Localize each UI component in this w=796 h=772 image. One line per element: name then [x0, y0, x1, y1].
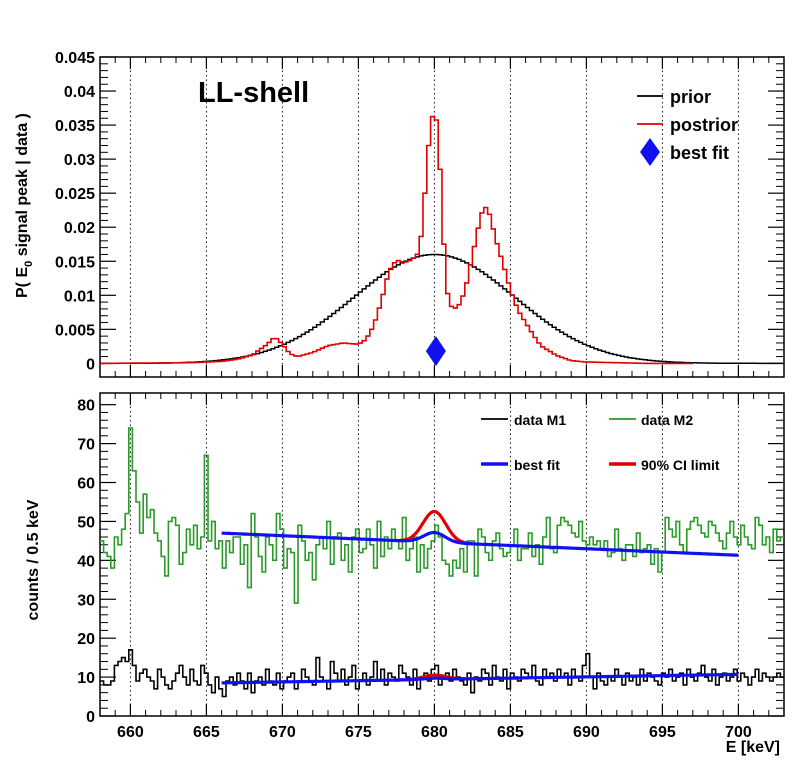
data-m1-histogram — [100, 649, 784, 698]
bottom-x-ticks: 660 665 670 675 680 685 690 695 700 — [99, 393, 785, 741]
bottom-y-tick-label-4: 40 — [77, 553, 95, 570]
posterior-histogram — [100, 115, 693, 365]
bottom-y-axis-label: counts / 0.5 keV — [25, 499, 42, 620]
top-y-tick-label-7: 0.035 — [55, 118, 95, 135]
bottom-x-tick-label-660: 660 — [117, 724, 144, 741]
top-y-tick-label-9: 0.045 — [55, 50, 95, 67]
bottom-y-tick-label-3: 30 — [77, 592, 95, 609]
legend-posterior-label: postrior — [670, 115, 738, 135]
bottom-y-tick-label-0: 0 — [86, 709, 95, 726]
x-axis-label: E [keV] — [726, 739, 780, 756]
bottom-series-group — [100, 427, 784, 698]
top-plot-frame — [99, 56, 785, 378]
legend-best-fit-label: best fit — [670, 143, 729, 163]
top-y-tick-label-0: 0 — [86, 356, 95, 373]
bottom-x-tick-label-695: 695 — [649, 724, 676, 741]
top-gridlines — [129, 57, 739, 377]
data-m2-histogram — [100, 427, 784, 604]
bottom-x-tick-label-665: 665 — [193, 724, 220, 741]
top-y-tick-label-1: 0.005 — [55, 322, 95, 339]
prior-histogram — [100, 253, 784, 365]
bottom-y-tick-label-1: 10 — [77, 670, 95, 687]
best-fit-m2-curve — [221, 530, 739, 557]
bottom-x-tick-label-700: 700 — [725, 724, 752, 741]
top-y-tick-label-2: 0.01 — [64, 288, 95, 305]
bottom-plot-frame — [99, 392, 785, 717]
legend-m1-label: data M1 — [514, 412, 566, 428]
legend-best-fit-diamond — [640, 138, 660, 166]
panel-title: LL-shell — [198, 77, 309, 109]
best-fit-m1-curve — [221, 672, 739, 685]
bottom-legend: data M1 data M2 best fit 90% CI limit — [481, 412, 720, 473]
top-y-axis-label: P( E0 signal peak | data ) — [14, 113, 35, 298]
top-series-group — [100, 115, 784, 367]
bottom-y-tick-label-8: 80 — [77, 398, 95, 415]
top-x-ticks — [99, 57, 785, 377]
top-y-tick-label-6: 0.03 — [64, 152, 95, 169]
top-legend: prior postrior best fit — [637, 87, 738, 166]
bottom-x-tick-label-685: 685 — [497, 724, 524, 741]
legend-prior-label: prior — [670, 87, 711, 107]
bottom-y-tick-label-6: 60 — [77, 476, 95, 493]
top-y-tick-label-3: 0.015 — [55, 254, 95, 271]
bottom-counts-panel: 660 665 670 675 680 685 690 695 700 010203040506… — [25, 392, 785, 756]
bottom-y-tick-label-5: 50 — [77, 514, 95, 531]
bottom-x-tick-label-670: 670 — [269, 724, 296, 741]
legend-best-fit-label-bottom: best fit — [514, 457, 560, 473]
top-posterior-panel: 0 0.005 0.01 0.015 0.02 0.025 0.03 0.035 0.04 0.0… — [14, 50, 785, 378]
top-y-ticks: 0 0.005 0.01 0.015 0.02 0.025 0.03 0.035 0.04 0.0… — [55, 50, 784, 373]
best-fit-marker — [425, 336, 446, 367]
top-y-tick-label-4: 0.02 — [64, 220, 95, 237]
bottom-x-tick-label-690: 690 — [573, 724, 600, 741]
top-y-tick-label-5: 0.025 — [55, 186, 95, 203]
bottom-x-tick-label-675: 675 — [345, 724, 372, 741]
legend-ci-label: 90% CI limit — [641, 457, 720, 473]
legend-m2-label: data M2 — [641, 412, 693, 428]
bottom-y-ticks: 0 10 20 30 40 50 60 70 80 — [77, 398, 784, 726]
bottom-y-tick-label-7: 70 — [77, 437, 95, 454]
bottom-x-tick-label-680: 680 — [421, 724, 448, 741]
ci-limit-m2-curve — [396, 509, 473, 546]
bottom-y-tick-label-2: 20 — [77, 631, 95, 648]
top-y-tick-label-8: 0.04 — [64, 84, 95, 101]
